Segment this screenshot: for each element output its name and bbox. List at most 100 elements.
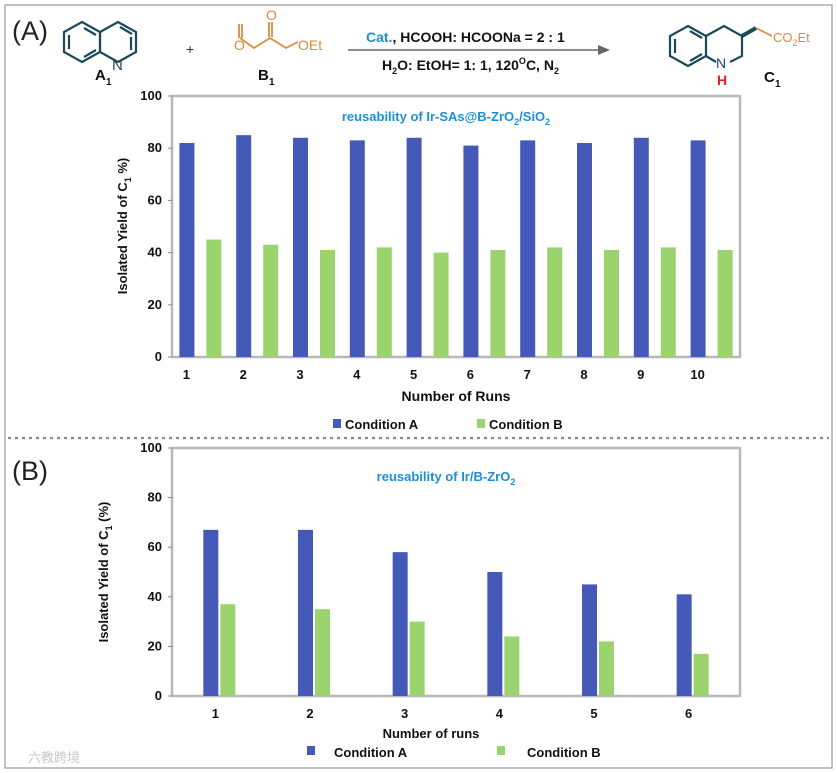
chart-b-ytick-label-60: 60 — [148, 539, 162, 554]
chart-a-bar-condition-a-run-1 — [179, 142, 195, 357]
chart-b: reusability of Ir/B-ZrO2 Isolated Yield … — [96, 440, 742, 760]
chart-a: reusability of Ir-SAs@B-ZrO2/SiO2 Isolat… — [115, 88, 742, 432]
product-sub: 1 — [775, 79, 781, 90]
chart-b-bar-condition-a-run-1 — [203, 529, 219, 696]
chart-b-plot-frame — [170, 446, 742, 698]
condition-cat: Cat. — [366, 29, 392, 45]
product-nh-h: H — [717, 72, 727, 88]
chart-a-xtick-label-5: 5 — [410, 367, 417, 382]
condition-line-1: Cat., HCOOH: HCOONa = 2 : 1 — [366, 29, 565, 45]
chart-a-bar-condition-b-run-5 — [433, 252, 449, 357]
glyoxalate-oet: OEt — [298, 37, 322, 53]
legend-a-swatch-condition-b — [477, 419, 485, 428]
chart-b-xtick-label-6: 6 — [685, 706, 692, 721]
chart-a-xtick-label-3: 3 — [296, 367, 303, 382]
chart-a-ytick-label-40: 40 — [148, 245, 162, 260]
legend-a-swatch-condition-a — [333, 419, 341, 428]
quinoline-n-atom: N — [112, 57, 123, 74]
panel-b-label: (B) — [12, 456, 48, 486]
chart-b-xtick-label-1: 1 — [212, 706, 219, 721]
chart-a-bar-condition-b-run-8 — [604, 249, 619, 357]
chart-a-bar-condition-a-run-4 — [349, 140, 365, 357]
chart-a-xtick-label-2: 2 — [240, 367, 247, 382]
product-structure — [668, 24, 773, 68]
product-nh-n: N — [716, 55, 726, 71]
chart-a-bar-condition-a-run-9 — [633, 137, 649, 357]
product-ester: CO2Et — [773, 30, 810, 48]
chart-a-xtick-label-1: 1 — [183, 367, 190, 382]
chart-b-bar-condition-a-run-5 — [582, 584, 597, 696]
chart-a-xtick-label-10: 10 — [690, 367, 704, 382]
chart-a-bar-condition-b-run-6 — [490, 249, 506, 357]
condition-line-2: H2O: EtOH= 1: 1, 120OC, N2 — [382, 56, 559, 76]
chart-a-xtick-label-7: 7 — [524, 367, 531, 382]
reactant-b-label: B — [258, 67, 269, 84]
legend-b-label-condition-a: Condition A — [334, 745, 408, 760]
reactant-a-sub: 1 — [106, 77, 112, 88]
chart-a-bar-condition-a-run-5 — [406, 137, 422, 357]
chart-a-ytick-label-60: 60 — [148, 192, 162, 207]
chart-b-bar-condition-a-run-6 — [676, 594, 692, 696]
chart-b-bar-condition-a-run-3 — [392, 552, 408, 696]
legend-b-label-condition-b: Condition B — [527, 745, 601, 760]
chart-a-plot-frame — [170, 94, 742, 359]
chart-b-bar-condition-b-run-4 — [504, 636, 520, 696]
chart-a-ytick-label-0: 0 — [155, 349, 162, 364]
chart-b-ytick-label-40: 40 — [148, 589, 162, 604]
chart-a-xlabel: Number of Runs — [402, 388, 511, 404]
chart-a-bar-condition-b-run-10 — [717, 249, 733, 357]
legend-a-label-condition-b: Condition B — [489, 417, 563, 432]
chart-a-marks: 0 20 40 60 80 100 1 2 3 4 5 6 7 8 9 10 — [140, 88, 733, 382]
product-label: C — [764, 69, 775, 86]
chart-a-xtick-label-6: 6 — [467, 367, 474, 382]
chart-b-marks: 0 20 40 60 80 100 1 2 3 4 5 6 — [140, 440, 709, 721]
chart-a-bar-condition-b-run-3 — [320, 249, 335, 357]
chart-b-title: reusability of Ir/B-ZrO2 — [377, 469, 516, 487]
chart-b-xtick-label-2: 2 — [306, 706, 313, 721]
chart-b-bar-condition-b-run-6 — [693, 653, 709, 696]
chart-a-bar-condition-b-run-2 — [263, 244, 279, 357]
chart-a-bar-condition-a-run-6 — [463, 145, 479, 357]
chart-a-ylabel: Isolated Yield of C1 %) — [115, 158, 133, 294]
chart-b-xlabel: Number of runs — [383, 726, 480, 741]
panel-a-label: (A) — [12, 16, 48, 46]
chart-b-bar-condition-b-run-2 — [315, 609, 330, 696]
chart-a-bar-condition-a-run-7 — [520, 140, 536, 357]
chart-a-ytick-label-20: 20 — [148, 297, 162, 312]
chart-a-bar-condition-a-run-8 — [577, 142, 592, 357]
reaction-scheme: N A 1 + O O OEt B 1 Cat., HCOOH: HCOONa … — [62, 7, 810, 90]
chart-b-xtick-label-3: 3 — [401, 706, 408, 721]
chart-a-bar-condition-b-run-7 — [547, 247, 563, 357]
reaction-arrowhead — [598, 45, 610, 55]
chart-b-bar-condition-b-run-3 — [409, 621, 425, 696]
outer-frame — [4, 4, 833, 769]
chart-a-title: reusability of Ir-SAs@B-ZrO2/SiO2 — [342, 109, 550, 127]
chart-b-ytick-label-20: 20 — [148, 638, 162, 653]
chart-a-ytick-label-100: 100 — [140, 88, 162, 103]
chart-b-bar-condition-a-run-4 — [487, 572, 503, 696]
glyoxalate-o1: O — [234, 37, 245, 53]
chart-b-ytick-label-0: 0 — [155, 688, 162, 703]
chart-b-legend: Condition A Condition B — [307, 745, 601, 760]
legend-b-swatch-condition-b — [497, 746, 505, 755]
chart-a-xtick-label-9: 9 — [637, 367, 644, 382]
condition-reagents: , HCOOH: HCOONa = 2 : 1 — [392, 29, 565, 45]
chart-b-bar-condition-b-run-5 — [599, 641, 614, 696]
chart-b-ytick-label-100: 100 — [140, 440, 162, 455]
quinoline-structure — [62, 20, 138, 64]
chart-a-bar-condition-a-run-10 — [690, 140, 706, 357]
chart-b-bar-condition-b-run-1 — [220, 604, 236, 696]
chart-b-ylabel: Isolated Yield of C1 (%) — [96, 502, 114, 643]
chart-a-ytick-label-80: 80 — [148, 140, 162, 155]
chart-b-bar-condition-a-run-2 — [298, 529, 313, 696]
chart-a-bar-condition-b-run-1 — [206, 239, 222, 357]
reactant-b-sub: 1 — [269, 77, 275, 88]
chart-a-xtick-label-4: 4 — [353, 367, 361, 382]
reactant-a-label: A — [95, 67, 106, 84]
chart-b-xtick-label-5: 5 — [590, 706, 597, 721]
watermark-text: 六教跨境 — [28, 750, 80, 765]
glyoxalate-structure — [238, 22, 299, 50]
chart-a-bar-condition-b-run-4 — [376, 247, 392, 357]
chart-a-bar-condition-a-run-3 — [293, 137, 308, 357]
